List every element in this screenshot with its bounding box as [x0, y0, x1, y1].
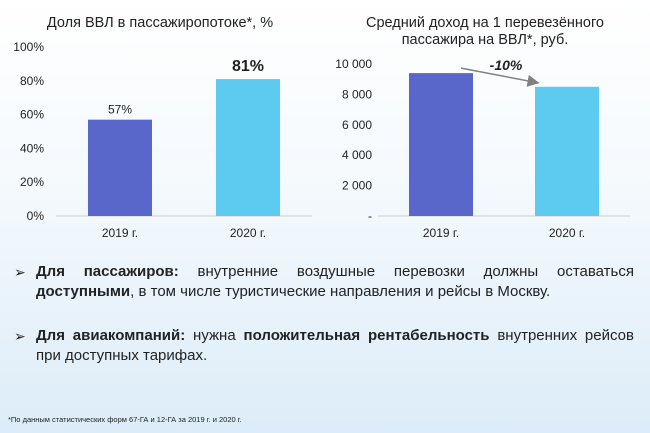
bullet-heading: Для пассажиров: [36, 263, 179, 280]
bullet-text: внутренние воздушные перевозки должны ос… [178, 263, 634, 280]
y-tick-label: 6 000 [342, 118, 372, 132]
y-tick-label: 10 000 [335, 57, 372, 71]
arrow-bullet-icon: ➢ [14, 328, 26, 344]
chart-title: Доля ВВЛ в пассажиропотоке*, % [46, 15, 274, 31]
x-tick-label: 2019 г. [102, 226, 138, 240]
data-label: 57% [108, 103, 132, 117]
chart-passenger-share: Доля ВВЛ в пассажиропотоке*, % 0% 20% 40% 6… [0, 0, 320, 250]
bullet-list: ➢ Для пассажиров: внутренние воздушные п… [14, 262, 634, 366]
x-tick-label: 2019 г. [423, 226, 459, 240]
y-tick-label: - [368, 209, 372, 223]
y-tick-label: 40% [20, 141, 44, 155]
bullet-emphasis: положительная рентабельность [243, 327, 490, 344]
bullet-emphasis: доступными [36, 283, 131, 300]
bullet-heading: Для авиакомпаний: [36, 327, 186, 344]
y-tick-label: 20% [20, 175, 44, 189]
arrow-bullet-icon: ➢ [14, 264, 26, 280]
bullet-airlines: ➢ Для авиакомпаний: нужна положительная … [14, 326, 634, 366]
y-tick-label: 60% [20, 108, 44, 122]
y-tick-label: 0% [27, 209, 45, 223]
bar [535, 86, 599, 216]
bullet-text: , в том числе туристические направления … [130, 283, 551, 300]
y-tick-label: 80% [20, 74, 44, 88]
bullet-text: внутренних рейсов при доступных тарифах. [36, 327, 634, 364]
bar-chart-plot: 0% 20% 40% 60% 80% 100% 2019 г. 57% 2020 г. 81% [13, 40, 312, 240]
chart-title: Средний доход на 1 перевезённого пассажи… [320, 15, 650, 49]
y-tick-label: 2 000 [342, 179, 372, 193]
footnote: *По данным статистических форм 67-ГА и 1… [8, 415, 242, 424]
chart-average-revenue: Средний доход на 1 перевезённого пассажи… [320, 0, 650, 250]
y-tick-label: 4 000 [342, 148, 372, 162]
change-arrow-icon [460, 67, 540, 87]
bullet-text: нужна [185, 327, 244, 344]
x-tick-label: 2020 г. [549, 226, 585, 240]
data-label: 81% [232, 58, 264, 75]
bar [216, 79, 280, 216]
chart-title-line-1: Средний доход на 1 перевезённого [365, 15, 604, 31]
bar-chart-plot: - 2 000 4 000 6 000 8 000 10 000 2019 г. 2020 г… [335, 57, 630, 240]
y-tick-label: 100% [13, 40, 44, 54]
bar [88, 119, 152, 216]
bullet-passengers: ➢ Для пассажиров: внутренние воздушные п… [14, 262, 634, 302]
x-tick-label: 2020 г. [230, 226, 266, 240]
y-tick-label: 8 000 [342, 87, 372, 101]
chart-title-line-2: пассажира на ВВЛ*, руб. [401, 32, 569, 48]
bar [409, 73, 473, 217]
change-annotation: -10% [490, 57, 523, 73]
